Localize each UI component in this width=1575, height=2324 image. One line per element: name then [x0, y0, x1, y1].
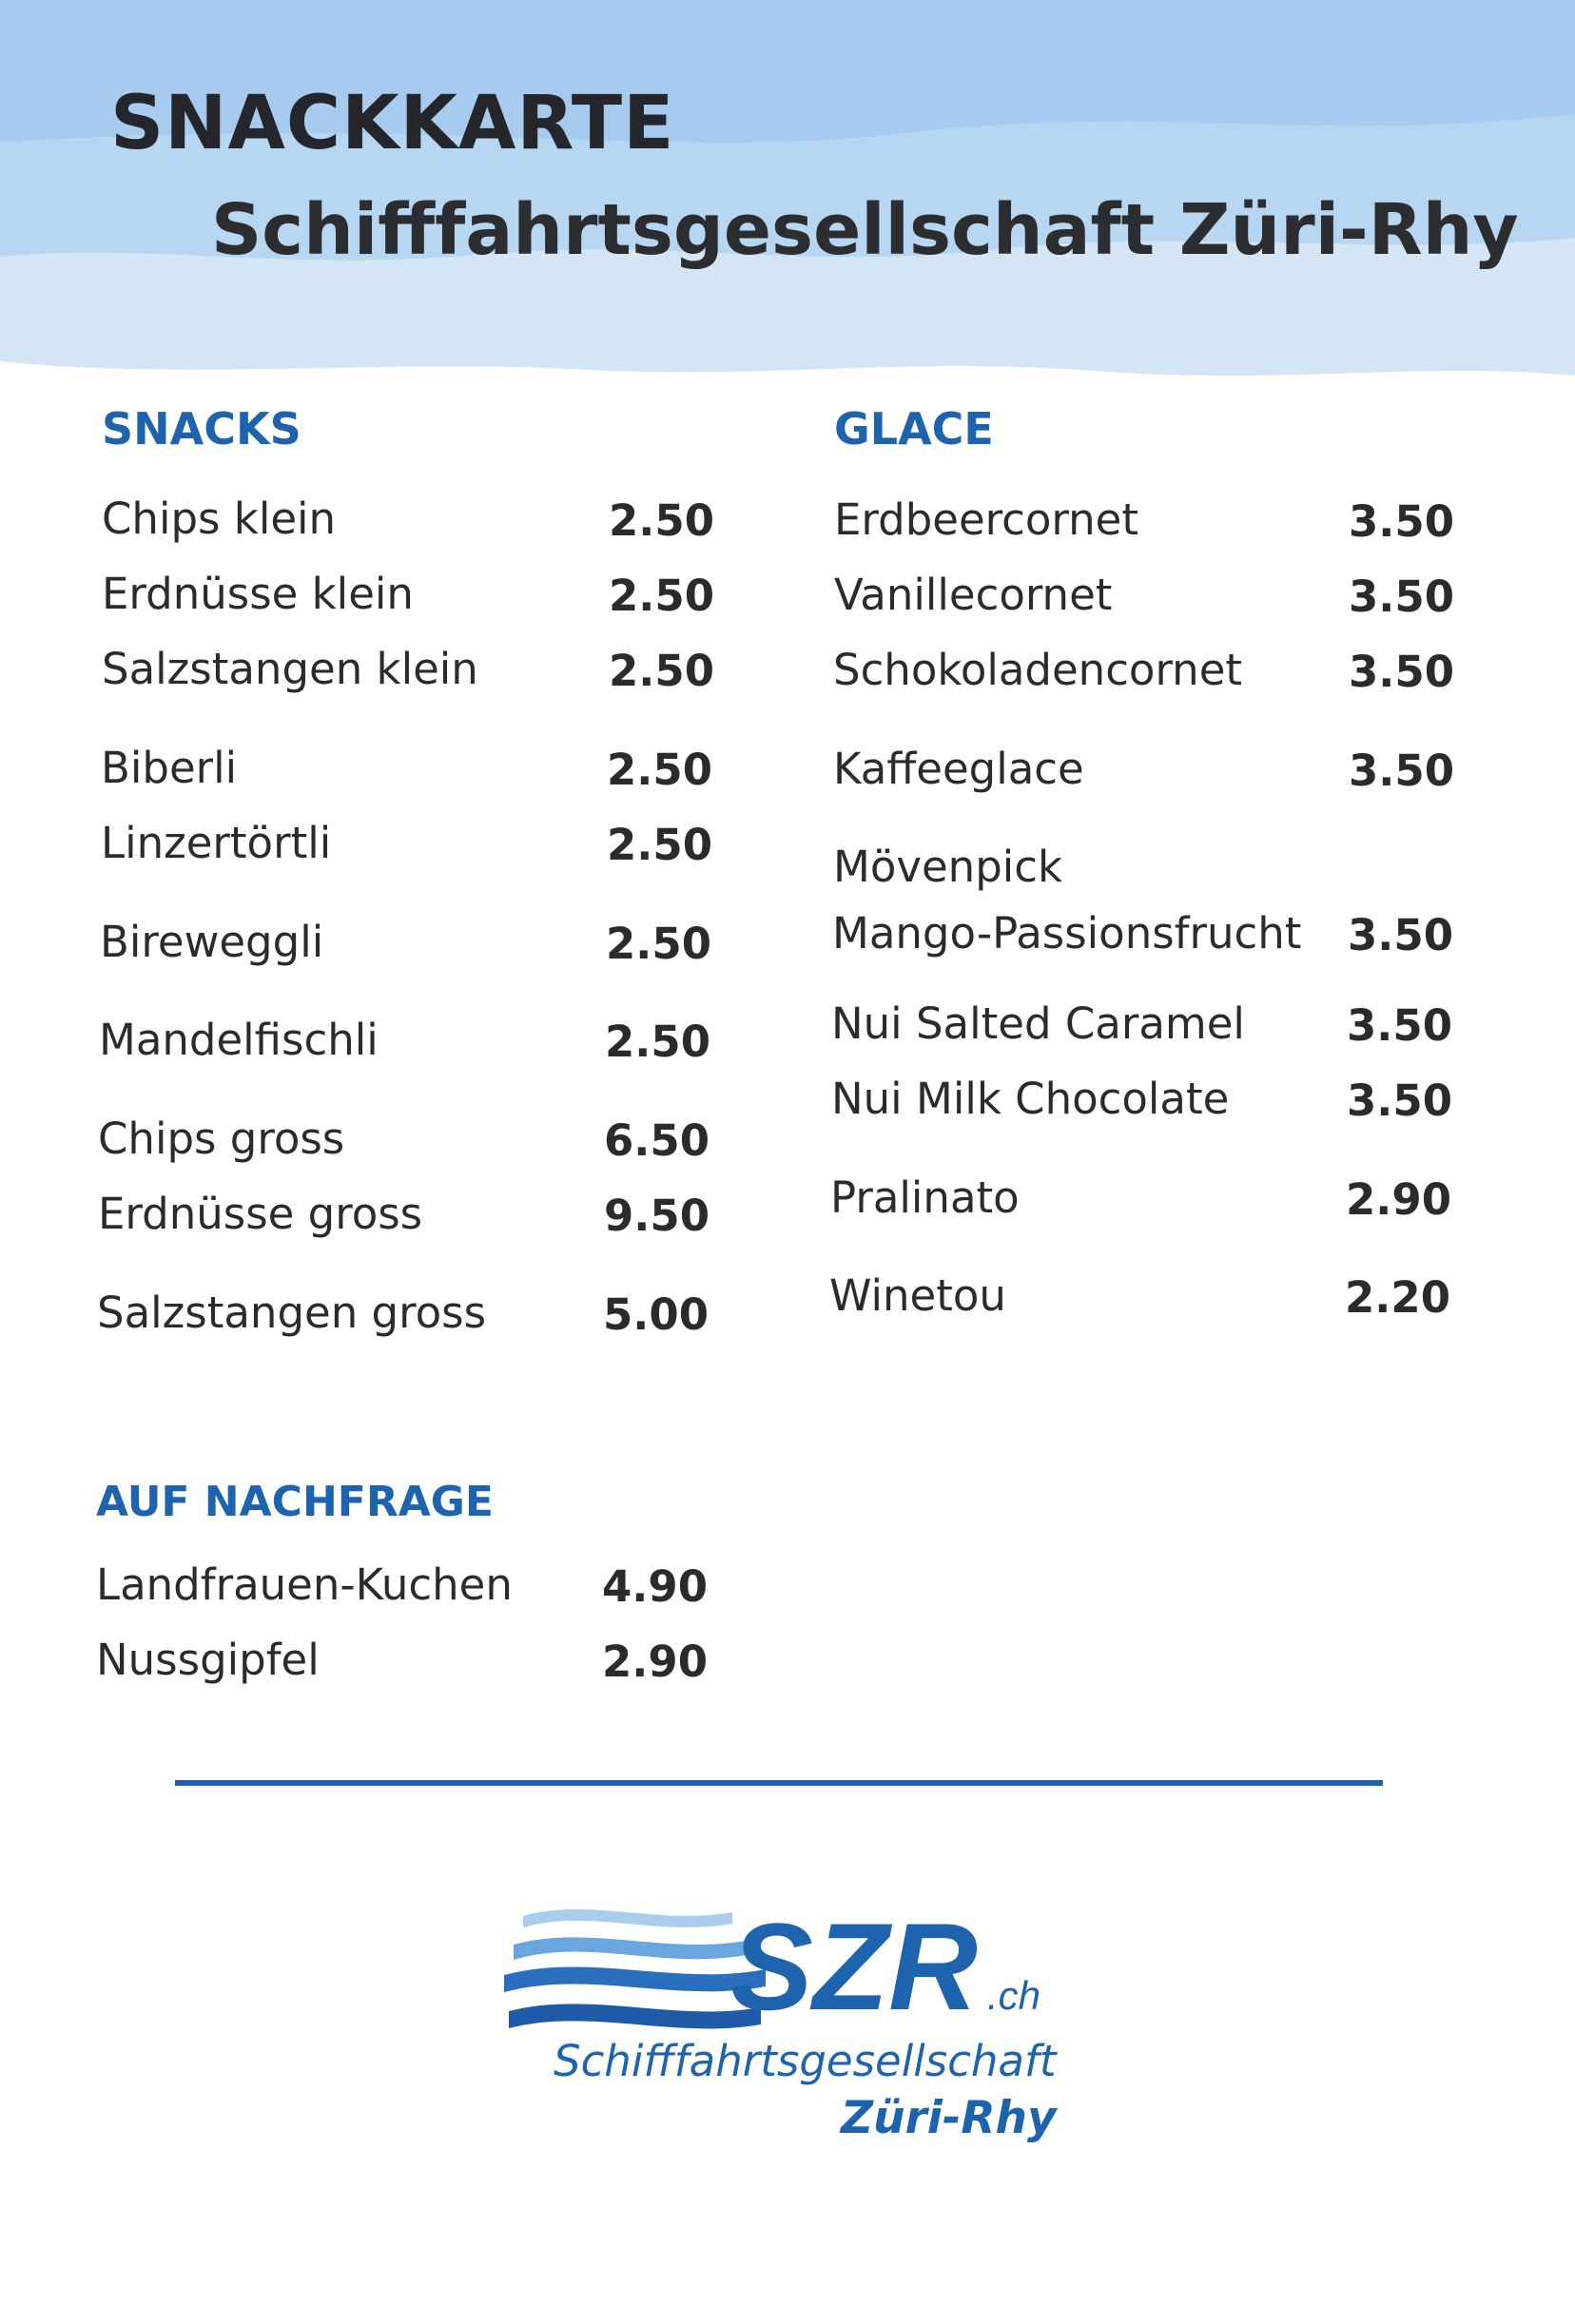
menu-item-price: 2.50 — [605, 1017, 711, 1067]
page-title: SNACKKARTE — [110, 81, 675, 166]
szr-logo: SZR .ch — [504, 1897, 1040, 2036]
menu-item-name: Nussgipfel — [96, 1635, 320, 1685]
menu-item-price: 5.00 — [603, 1289, 710, 1340]
logo-company-line1: Schifffahrtsgesellschaft — [554, 2036, 1057, 2086]
menu-item-name: Nui Milk Chocolate — [831, 1074, 1230, 1124]
logo-company-line2: Züri-Rhy — [841, 2092, 1057, 2144]
menu-item-price: 3.50 — [1349, 496, 1455, 547]
menu-item-name: Nui Salted Caramel — [831, 998, 1245, 1049]
menu-item-name: Salzstangen klein — [102, 644, 478, 694]
menu-item-name: Pralinato — [830, 1172, 1020, 1223]
logo-wordmark: SZR — [730, 1897, 978, 2036]
menu-item-name: Schokoladencornet — [833, 645, 1243, 695]
menu-item-price: 2.50 — [609, 646, 715, 696]
section-divider — [175, 1780, 1383, 1786]
menu-item-name: Winetou — [829, 1270, 1006, 1321]
menu-item-price: 3.50 — [1349, 647, 1455, 697]
menu-item-name: Chips klein — [102, 494, 337, 544]
menu-item-price: 2.50 — [609, 571, 715, 621]
menu-item-price: 2.90 — [602, 1636, 709, 1687]
menu-item-price: 4.90 — [602, 1561, 709, 1612]
menu-item-price: 2.50 — [607, 745, 713, 795]
menu-item-price: 3.50 — [1349, 571, 1455, 622]
glace-heading: GLACE — [834, 403, 994, 455]
menu-item-name: Mandelfischli — [99, 1015, 379, 1065]
menu-item-price: 3.50 — [1348, 910, 1454, 960]
menu-item-price: 2.20 — [1345, 1272, 1451, 1323]
menu-item-name: Biberli — [101, 743, 238, 793]
menu-item-name: Erdnüsse klein — [102, 569, 414, 619]
menu-item-name: Kaffeeglace — [833, 744, 1084, 794]
menu-item-price: 2.90 — [1346, 1174, 1452, 1225]
menu-item-name: Erdbeercornet — [834, 494, 1138, 545]
page-subtitle: Schifffahrtsgesellschaft Züri-Rhy — [211, 189, 1519, 271]
menu-item-name: Chips gross — [98, 1114, 345, 1164]
menu-item-name: Linzertörtli — [101, 818, 332, 868]
menu-item-name: Bireweggli — [100, 917, 324, 967]
menu-item-price: 3.50 — [1349, 746, 1455, 796]
menu-item-price: 9.50 — [604, 1191, 710, 1241]
menu-item-price: 6.50 — [604, 1115, 710, 1166]
menu-item-name-line2: Mango-Passionsfrucht — [832, 908, 1302, 959]
menu-item-name: Vanillecornet — [834, 570, 1113, 620]
menu-item-price: 2.50 — [607, 820, 713, 870]
menu-item-price: 3.50 — [1347, 1075, 1453, 1126]
snacks-heading: SNACKS — [102, 403, 301, 455]
menu-item-price: 3.50 — [1347, 1000, 1453, 1051]
menu-item-name: Landfrauen-Kuchen — [96, 1559, 513, 1610]
menu-item-name: Mövenpick — [833, 842, 1063, 892]
menu-item-name: Erdnüsse gross — [98, 1189, 423, 1239]
auf-nachfrage-heading: AUF NACHFRAGE — [96, 1478, 494, 1526]
header-wave-background — [0, 0, 1575, 399]
menu-item-price: 2.50 — [609, 495, 715, 546]
menu-item-price: 2.50 — [606, 919, 712, 969]
logo-suffix: .ch — [987, 1973, 1040, 2018]
menu-item-name: Salzstangen gross — [97, 1288, 487, 1338]
